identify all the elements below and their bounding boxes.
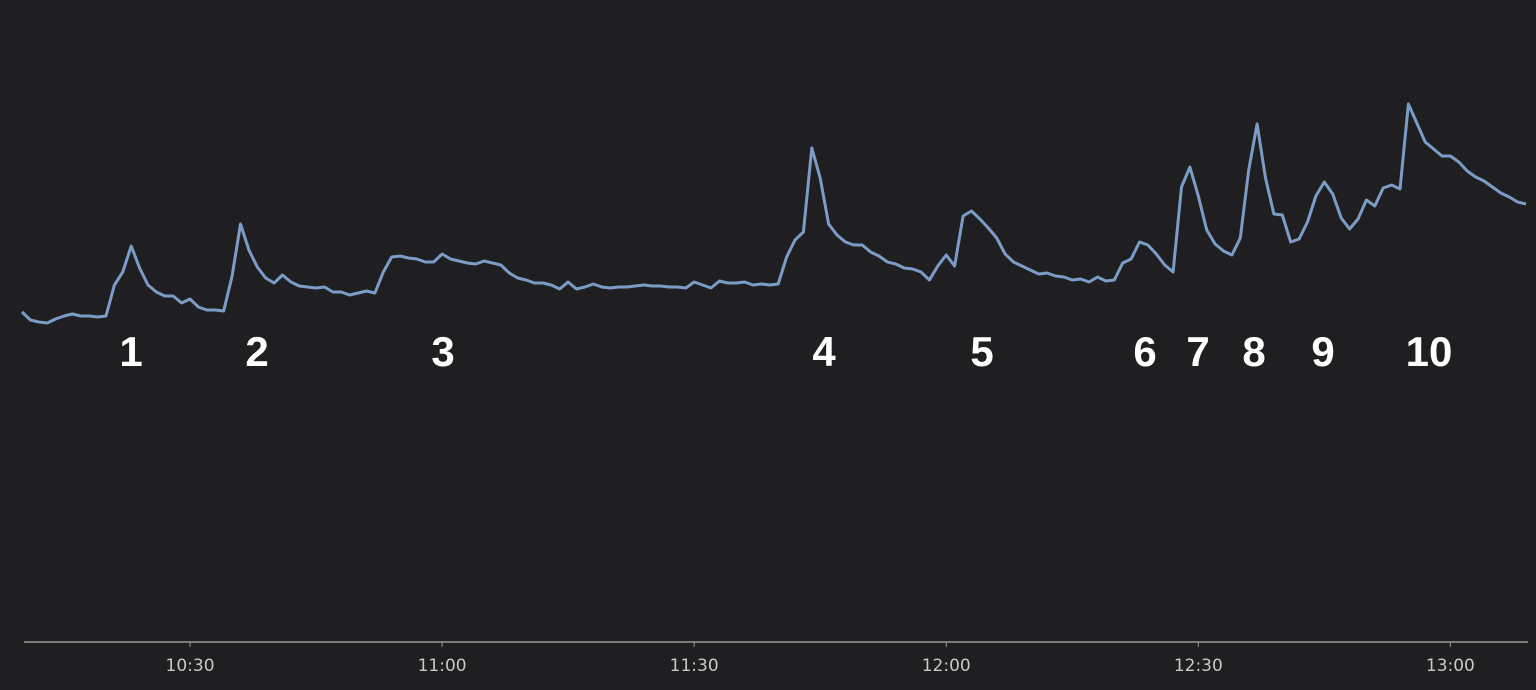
x-tick-label: 11:30 (670, 656, 719, 676)
x-tick-label: 12:30 (1174, 656, 1223, 676)
annotation: 3 (431, 328, 454, 375)
x-tick-label: 12:00 (922, 656, 971, 676)
annotation: 4 (812, 328, 836, 375)
annotation: 2 (245, 328, 268, 375)
annotation: 10 (1406, 328, 1453, 375)
x-tick-label: 10:30 (166, 656, 215, 676)
annotation: 8 (1242, 328, 1265, 375)
annotation: 7 (1186, 328, 1209, 375)
x-tick-label: 11:00 (418, 656, 467, 676)
annotation: 5 (970, 328, 993, 375)
x-tick-label: 13:00 (1426, 656, 1475, 676)
annotation: 6 (1133, 328, 1156, 375)
annotation: 1 (119, 328, 142, 375)
data-line (20, 102, 1527, 325)
annotation: 9 (1311, 328, 1334, 375)
